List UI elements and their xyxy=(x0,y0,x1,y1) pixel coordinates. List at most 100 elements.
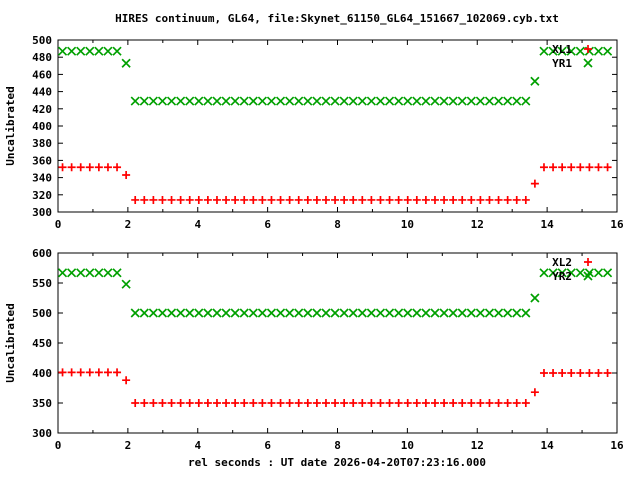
plot1-point-yr1 xyxy=(230,96,240,106)
plot2-point-xl2 xyxy=(576,369,585,377)
plot1-y-tick-label: 300 xyxy=(32,206,52,219)
plot2-point-xl2 xyxy=(321,399,330,407)
plot1-point-yr1 xyxy=(484,96,495,106)
plot1-point-xl1 xyxy=(494,195,503,204)
plot1-point-xl1 xyxy=(403,195,412,204)
plot1-point-xl1 xyxy=(212,195,221,204)
plot1-point-xl1 xyxy=(267,195,276,204)
plot2-point-xl2 xyxy=(222,399,231,407)
plot2-point-xl2 xyxy=(167,399,176,407)
plot2-point-xl2 xyxy=(594,369,603,377)
plot1-point-yr1 xyxy=(103,46,113,56)
plot1-point-yr1 xyxy=(375,96,386,106)
plot2-point-yr2 xyxy=(412,308,422,318)
plot2-point-xl2 xyxy=(430,399,439,407)
plot1-x-tick-label: 8 xyxy=(334,218,341,231)
plot1-point-yr1 xyxy=(439,96,449,106)
plot1-point-xl1 xyxy=(203,195,212,204)
plot1-point-xl1 xyxy=(185,195,194,204)
plot1-point-yr1 xyxy=(593,46,604,56)
plot1-point-xl1 xyxy=(140,195,149,204)
plot2-point-yr2 xyxy=(375,308,386,318)
plot1-y-tick-label: 340 xyxy=(32,172,52,185)
plot1-point-yr1 xyxy=(503,96,513,106)
plot1-point-xl1 xyxy=(567,163,576,172)
plot1-x-tick-label: 10 xyxy=(401,218,414,231)
plot2-point-xl2 xyxy=(76,368,85,377)
plot1-point-yr1 xyxy=(257,96,267,106)
plot1-point-yr1 xyxy=(457,96,467,106)
plot1-point-xl1 xyxy=(512,195,521,204)
plot2-point-xl2 xyxy=(176,399,185,407)
plot1-series-xl1 xyxy=(58,163,612,204)
plot1-point-xl1 xyxy=(558,163,567,172)
plot2-point-xl2 xyxy=(267,399,276,407)
plot1-point-yr1 xyxy=(221,96,231,106)
plot2-point-xl2 xyxy=(122,376,131,385)
plot2-x-tick-label: 14 xyxy=(541,439,555,452)
plot1-point-xl1 xyxy=(530,179,539,188)
plot1-legend-label-xl1: XL1 xyxy=(552,43,572,56)
plot1-point-xl1 xyxy=(312,195,321,204)
plot2-point-xl2 xyxy=(449,399,458,407)
plot1-x-tick-label: 4 xyxy=(194,218,201,231)
plot1-point-xl1 xyxy=(394,195,403,204)
plot1-point-xl1 xyxy=(103,163,112,172)
plot2-point-yr2 xyxy=(530,293,540,303)
plot1-point-yr1 xyxy=(384,96,395,106)
plot2-point-xl2 xyxy=(567,369,576,377)
plot2-point-xl2 xyxy=(539,369,548,377)
plot1-point-xl1 xyxy=(521,195,530,204)
plot2-x-tick-label: 16 xyxy=(610,439,624,452)
plot2-point-yr2 xyxy=(212,308,222,318)
plot2-point-xl2 xyxy=(231,399,240,407)
figure-title: HIRES continuum, GL64, file:Skynet_61150… xyxy=(115,12,559,25)
plot1-point-xl1 xyxy=(194,195,203,204)
plot1: 0 2 4 6 8 10 12 14 16 300 320 340 360 380 400 420 440 460… xyxy=(32,34,624,231)
plot1-legend-label-yr1: YR1 xyxy=(552,57,572,70)
plot1-point-xl1 xyxy=(440,195,449,204)
plot2-point-yr2 xyxy=(366,308,376,318)
plot1-point-xl1 xyxy=(458,195,467,204)
plot2-point-xl2 xyxy=(403,399,412,407)
plot1-point-yr1 xyxy=(348,96,358,106)
plot2-point-yr2 xyxy=(557,268,567,278)
plot1-point-yr1 xyxy=(539,46,549,56)
plot1-point-xl1 xyxy=(58,163,67,172)
plot1-point-xl1 xyxy=(585,163,594,172)
plot1-point-yr1 xyxy=(448,96,458,106)
plot2-point-xl2 xyxy=(212,399,221,407)
plot2-y-tick-label: 300 xyxy=(32,427,52,440)
plot1-y-tick-label: 320 xyxy=(32,189,52,202)
plot2-point-xl2 xyxy=(194,399,203,407)
plot1-point-yr1 xyxy=(76,46,86,56)
plot2-point-yr2 xyxy=(512,308,522,318)
plot2-point-xl2 xyxy=(203,399,212,407)
plot1-point-xl1 xyxy=(67,163,76,172)
plot2-point-xl2 xyxy=(131,399,140,407)
plot2-point-yr2 xyxy=(76,268,86,278)
plot2-point-yr2 xyxy=(493,308,504,318)
plot2-point-yr2 xyxy=(312,308,322,318)
plot2-point-yr2 xyxy=(548,268,558,278)
plot2-point-yr2 xyxy=(194,308,204,318)
plot2-point-yr2 xyxy=(457,308,467,318)
plot2-x-tick-label: 2 xyxy=(125,439,132,452)
plot2-point-yr2 xyxy=(275,308,286,318)
plot1-point-yr1 xyxy=(275,96,286,106)
plot1-point-yr1 xyxy=(67,46,77,56)
plot1-point-yr1 xyxy=(493,96,504,106)
plot1-point-xl1 xyxy=(294,195,303,204)
plot1-point-yr1 xyxy=(203,96,213,106)
x-axis-label: rel seconds : UT date 2026-04-20T07:23:1… xyxy=(188,456,486,469)
plot2-point-xl2 xyxy=(549,369,558,377)
plot2-legend-sample-xl2 xyxy=(584,258,592,266)
plot1-point-xl1 xyxy=(467,195,476,204)
plot1-point-xl1 xyxy=(76,163,85,172)
plot1-point-yr1 xyxy=(94,46,104,56)
plot2-point-yr2 xyxy=(321,308,331,318)
plot2-point-yr2 xyxy=(521,308,531,318)
plot1-point-yr1 xyxy=(294,96,304,106)
plot1-x-tick-label: 14 xyxy=(541,218,555,231)
plot1-point-xl1 xyxy=(331,195,340,204)
